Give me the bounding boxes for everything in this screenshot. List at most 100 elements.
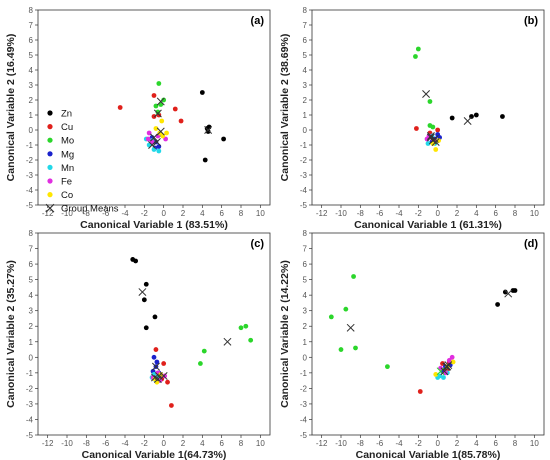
y-tick-label: 7	[29, 21, 34, 30]
panel-c: -12 -10 -8 -6 -4 -2 0 2 4 6 8 10-5-4-3-2-1012345678…	[5, 229, 271, 460]
x-tick-label: -10	[335, 439, 347, 448]
data-point-co	[433, 147, 439, 152]
y-tick-label: 0	[303, 353, 308, 362]
y-tick-label: 2	[303, 96, 308, 105]
x-tick-label: -8	[83, 439, 91, 448]
x-tick-label: 10	[256, 209, 265, 218]
legend-item-fe: Fe	[47, 177, 72, 188]
group-mean-marker	[204, 126, 213, 134]
legend-label: Co	[61, 190, 73, 201]
data-point-mo	[238, 325, 244, 331]
group-mean-marker	[422, 90, 431, 98]
x-tick-label: -2	[415, 439, 423, 448]
x-axis-title: Canonical Variable 1(64.73%)	[82, 449, 227, 460]
legend-item-cu: Cu	[47, 122, 73, 133]
data-point-cu	[435, 127, 441, 133]
y-tick-label: -4	[300, 415, 308, 424]
data-point-mn	[156, 148, 162, 154]
x-tick-label: -8	[357, 439, 365, 448]
y-tick-label: 4	[303, 291, 308, 300]
legend-label: Fe	[61, 177, 72, 188]
group-mean-marker	[463, 117, 472, 125]
data-point-cu	[172, 106, 178, 112]
panel-a: -12 -10 -8 -6 -4 -2 0 2 4 6 8 10-5-4-3-2-1012345678…	[5, 6, 271, 231]
x-tick-label: 2	[455, 209, 460, 218]
x-tick-label: -6	[376, 209, 384, 218]
x-tick-label: 0	[435, 439, 440, 448]
y-tick-label: 4	[303, 66, 308, 75]
x-tick-label: 6	[493, 439, 498, 448]
y-tick-label: 6	[29, 260, 34, 269]
x-tick-label: -2	[141, 209, 149, 218]
y-tick-label: 3	[303, 81, 308, 90]
data-point-fe	[162, 373, 168, 379]
y-tick-label: -3	[300, 171, 308, 180]
data-point-mo	[427, 99, 433, 104]
group-mean-marker	[223, 337, 232, 346]
legend-label: Mg	[61, 149, 74, 160]
group-mean-marker	[138, 288, 147, 296]
y-tick-label: 5	[29, 276, 34, 285]
data-point-cu	[440, 361, 445, 366]
data-point-zn	[143, 281, 149, 287]
y-tick-label: 4	[29, 291, 34, 300]
y-tick-label: -3	[26, 400, 34, 409]
data-point-cu	[165, 379, 170, 385]
data-point-fe	[446, 358, 452, 363]
panel-letter: (b)	[524, 15, 538, 27]
data-point-zn	[133, 258, 139, 264]
data-point-fe	[145, 136, 151, 142]
y-tick-label: 0	[29, 353, 34, 362]
x-tick-label: -10	[61, 209, 73, 218]
legend-item-mn: Mn	[47, 163, 74, 174]
data-point-zn	[449, 115, 455, 121]
y-tick-label: -2	[300, 384, 308, 393]
data-point-mo	[328, 314, 334, 320]
data-point-fe	[163, 136, 169, 142]
y-tick-label: 1	[303, 111, 308, 120]
x-tick-label: 0	[161, 439, 166, 448]
data-point-co	[450, 359, 456, 365]
data-point-zn	[205, 129, 211, 134]
x-tick-label: -6	[102, 209, 110, 218]
legend-label: Group Means	[61, 204, 119, 215]
x-tick-label: 8	[513, 439, 518, 448]
y-tick-label: -4	[26, 186, 34, 195]
x-tick-label: -4	[121, 439, 129, 448]
y-tick-label: 0	[29, 126, 34, 135]
y-tick-label: 3	[29, 81, 34, 90]
x-tick-label: 0	[435, 209, 440, 218]
y-tick-label: 6	[303, 260, 308, 269]
y-tick-label: 8	[303, 229, 308, 238]
data-point-mo	[201, 348, 207, 354]
panel-d: -12 -10 -8 -6 -4 -2 0 2 4 6 8 10-5-4-3-2-1012345678…	[279, 229, 545, 460]
data-point-co	[160, 133, 166, 139]
group-mean-marker	[436, 367, 445, 376]
y-tick-label: -5	[26, 201, 34, 210]
group-mean-marker	[346, 323, 355, 332]
legend-item-group-means: Group Means	[45, 204, 119, 215]
y-tick-label: 3	[303, 307, 308, 316]
x-tick-label: -8	[83, 209, 91, 218]
x-tick-label: 0	[161, 209, 166, 218]
y-tick-label: -2	[26, 384, 34, 393]
data-point-cu	[151, 93, 157, 98]
x-tick-label: 2	[455, 439, 460, 448]
plot-frame	[311, 9, 545, 206]
data-point-mn	[151, 147, 157, 152]
data-point-zn	[473, 112, 479, 118]
x-tick-label: 6	[219, 439, 224, 448]
y-tick-label: 2	[29, 96, 34, 105]
y-tick-label: -3	[26, 171, 34, 180]
y-tick-label: 8	[303, 6, 308, 15]
group-mean-marker	[504, 289, 513, 298]
data-point-mo	[156, 81, 162, 86]
y-axis-title: Canonical Variable 2 (16.49%)	[5, 34, 17, 182]
group-mean-marker	[151, 362, 160, 371]
x-tick-label: 8	[513, 209, 518, 218]
panel-letter: (d)	[524, 238, 538, 250]
group-mean-marker	[156, 127, 165, 136]
y-tick-label: 8	[29, 6, 34, 15]
x-tick-label: -2	[415, 209, 423, 218]
x-tick-label: -4	[121, 209, 129, 218]
